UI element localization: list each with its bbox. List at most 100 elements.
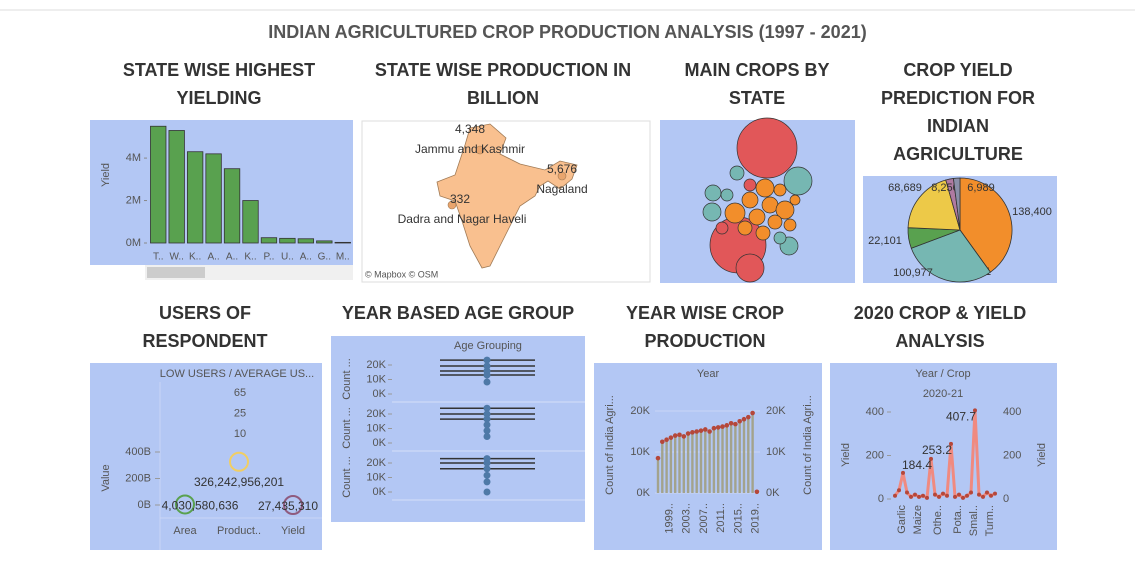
data-label: 68,689 [888,182,922,194]
y-tick-label: 0K [373,388,387,400]
x-tick-label: Maize [912,505,924,534]
y-tick-label: 10K [366,471,386,483]
bar [242,200,259,244]
dot [711,425,717,431]
dot [483,371,491,379]
chart-title: CROP YIELD PREDICTION FOR INDIAN AGRICUL… [880,60,1035,164]
dot [694,429,699,434]
y-tick-label: 10K [366,422,386,434]
x-tick-label: 1999.. [664,503,676,534]
dot [703,427,708,432]
data-label: 6,989 [967,182,995,194]
bar [686,433,690,493]
dot [993,491,997,496]
bubble [736,117,798,179]
bubble [735,253,765,283]
country-outline [436,123,578,269]
x-tick-label: 2011.. [715,503,727,533]
header-value: 65 [234,387,246,399]
header: Year / Crop [915,368,970,380]
dot [977,492,981,497]
dot [937,494,941,499]
scroll-thumb [147,267,205,278]
y-tick-label: 20K [366,408,386,420]
dot [690,430,695,435]
x-tick-label: 2015.. [732,503,744,534]
bar [656,458,660,493]
bubble [789,194,801,206]
bar [661,441,664,493]
x-tick-label: A.. [300,252,312,263]
y-axis-label: Yield [100,163,112,187]
y-tick-label: 20K [366,359,386,371]
bar [704,429,707,493]
dot [664,437,669,443]
data-label: 253.2 [922,443,952,457]
dot [483,362,491,370]
dot [728,421,734,426]
dot [483,459,491,467]
bubble [743,178,757,192]
data-label: 4,030,580,636 [162,499,239,513]
bubble [775,200,795,220]
x-tick-label: W.. [169,252,183,263]
dot [483,356,491,364]
dot [720,424,725,429]
dot [660,439,665,445]
y-tick-label: 20K [366,457,386,469]
pie-slice [907,179,961,231]
y-tick-label: 10K [366,373,386,385]
chart-title: STATE WISE HIGHEST YIELDING [122,60,316,108]
dot [901,470,905,475]
dot [483,410,491,418]
pie-slice [959,177,1013,273]
bar [742,419,746,493]
data-label: 22,101 [868,235,902,247]
data-label: 5,676 [547,162,577,176]
x-tick-label: A.. [207,252,219,263]
y-tick-label: 200 [866,449,884,461]
pie-slice [952,177,961,231]
dot [483,378,491,386]
bar [691,432,694,493]
y2-axis-label: Yield [1036,443,1048,467]
y2-tick-label: 0 [1003,493,1009,505]
dot [483,465,491,473]
dot [909,494,913,499]
region-label: Dadra and Nagar Haveli [398,212,527,226]
dot [925,495,929,500]
region [475,145,485,155]
y-axis-label: Value [100,464,112,491]
dot [746,414,751,420]
dot [483,421,491,429]
dot [989,493,993,498]
x-tick-label: K.. [189,252,201,263]
y-tick-label: 20K [630,405,650,417]
dot [985,490,989,495]
circle-mark [283,494,303,515]
dot [905,490,909,495]
bar [186,151,204,244]
dot [949,441,953,446]
bar [729,423,733,493]
bar [669,437,673,493]
x-tick-label: Smal.. [968,505,980,536]
bar [150,125,167,244]
bar [695,431,698,493]
bubble [748,208,766,226]
dot [483,471,491,479]
bar [665,439,668,493]
y-tick-label: 400 [866,406,884,418]
bar [708,431,711,493]
dot [961,495,965,500]
y-tick-label: 0K [373,437,387,449]
bar [168,130,185,244]
dot [941,491,945,496]
dot [483,404,491,412]
pie-slice [910,229,991,283]
bubble [715,221,729,235]
dot [754,489,760,495]
data-label: 4,348 [455,122,485,136]
bubble [737,220,753,236]
